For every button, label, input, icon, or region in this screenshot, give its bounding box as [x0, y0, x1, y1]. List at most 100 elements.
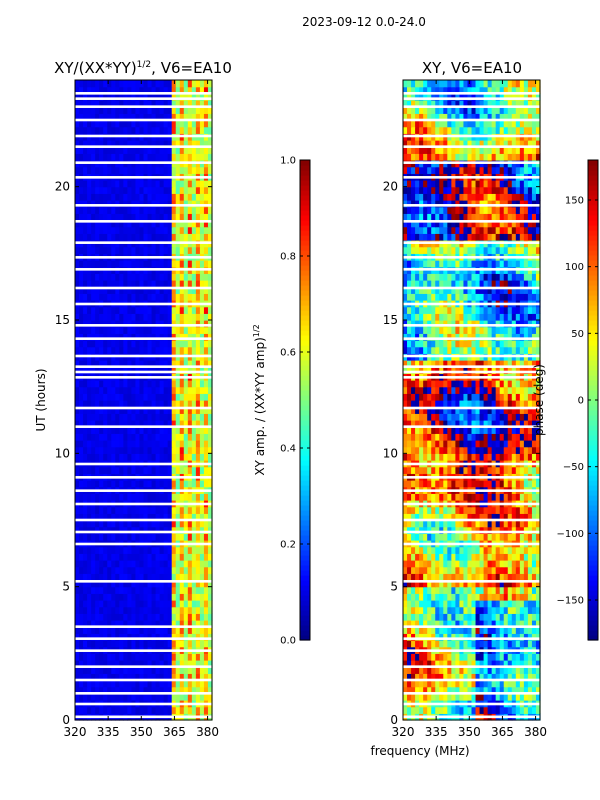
heatmap-cell — [87, 666, 92, 674]
flagged-gap — [75, 176, 212, 179]
heatmap-cell — [175, 233, 181, 241]
heatmap-cell — [123, 506, 128, 514]
heatmap-cell — [103, 566, 108, 574]
heatmap-cell — [135, 220, 141, 228]
heatmap-cell — [175, 573, 181, 581]
heatmap-cell — [195, 140, 201, 148]
heatmap-cell — [99, 426, 104, 434]
heatmap-cell — [195, 153, 201, 161]
heatmap-cell — [499, 520, 505, 528]
heatmap-cell — [507, 640, 513, 648]
heatmap-cell — [139, 706, 145, 714]
heatmap-cell — [415, 426, 420, 434]
heatmap-cell — [415, 600, 420, 608]
heatmap-cell — [179, 106, 185, 114]
heatmap-cell — [167, 326, 173, 334]
heatmap-cell — [207, 366, 213, 374]
heatmap-cell — [183, 413, 189, 421]
heatmap-cell — [467, 453, 473, 461]
heatmap-cell — [143, 626, 149, 634]
heatmap-cell — [107, 360, 112, 368]
heatmap-cell — [167, 673, 173, 681]
heatmap-cell — [167, 600, 173, 608]
heatmap-cell — [143, 666, 149, 674]
heatmap-cell — [159, 693, 165, 701]
heatmap-cell — [479, 600, 485, 608]
heatmap-cell — [183, 346, 189, 354]
heatmap-cell — [171, 93, 177, 101]
heatmap-cell — [79, 493, 84, 501]
heatmap-cell — [127, 526, 133, 534]
heatmap-cell — [131, 453, 137, 461]
heatmap-cell — [207, 693, 213, 701]
heatmap-cell — [163, 286, 169, 294]
heatmap-cell — [195, 193, 201, 201]
heatmap-cell — [147, 466, 153, 474]
heatmap-cell — [459, 426, 465, 434]
heatmap-cell — [83, 546, 88, 554]
heatmap-cell — [111, 600, 116, 608]
heatmap-cell — [87, 466, 92, 474]
heatmap-cell — [171, 546, 177, 554]
heatmap-cell — [163, 80, 169, 88]
heatmap-cell — [183, 660, 189, 668]
heatmap-cell — [459, 506, 465, 514]
colorbar-segment — [300, 560, 310, 566]
heatmap-cell — [131, 260, 137, 268]
heatmap-cell — [127, 120, 133, 128]
heatmap-cell — [151, 93, 157, 101]
heatmap-cell — [103, 706, 108, 714]
heatmap-cell — [183, 386, 189, 394]
heatmap-cell — [427, 673, 432, 681]
colorbar-segment — [300, 205, 310, 211]
heatmap-cell — [135, 293, 141, 301]
heatmap-cell — [79, 80, 84, 88]
heatmap-cell — [127, 126, 133, 134]
heatmap-cell — [431, 426, 436, 434]
flagged-gap — [75, 692, 212, 695]
colorbar-segment — [300, 195, 310, 201]
heatmap-cell — [483, 606, 489, 614]
heatmap-cell — [447, 606, 452, 614]
heatmap-cell — [511, 606, 517, 614]
heatmap-cell — [423, 706, 428, 714]
heatmap-cell — [175, 326, 181, 334]
heatmap-cell — [471, 653, 477, 661]
heatmap-cell — [207, 546, 213, 554]
heatmap-cell — [99, 93, 104, 101]
heatmap-cell — [467, 593, 473, 601]
heatmap-cell — [83, 313, 88, 321]
heatmap-cell — [107, 526, 112, 534]
heatmap-cell — [515, 593, 521, 601]
heatmap-cell — [111, 380, 116, 388]
colorbar-segment — [300, 285, 310, 291]
flagged-gap — [75, 354, 212, 358]
heatmap-cell — [195, 426, 201, 434]
heatmap-cell — [127, 566, 133, 574]
heatmap-cell — [119, 126, 124, 134]
heatmap-cell — [107, 566, 112, 574]
heatmap-cell — [167, 233, 173, 241]
heatmap-cell — [483, 633, 489, 641]
heatmap-cell — [131, 520, 137, 528]
colorbar-segment — [300, 500, 310, 506]
heatmap-cell — [155, 106, 161, 114]
heatmap-cell — [471, 600, 477, 608]
heatmap-cell — [83, 186, 88, 194]
heatmap-cell — [111, 106, 116, 114]
heatmap-cell — [103, 233, 108, 241]
heatmap-cell — [167, 520, 173, 528]
heatmap-cell — [151, 433, 157, 441]
heatmap-cell — [159, 120, 165, 128]
heatmap-cell — [111, 113, 116, 121]
heatmap-cell — [79, 560, 84, 568]
heatmap-cell — [75, 206, 80, 214]
heatmap-cell — [427, 660, 432, 668]
heatmap-cell — [123, 660, 128, 668]
heatmap-cell — [499, 466, 505, 474]
heatmap-cell — [95, 593, 100, 601]
heatmap-cell — [75, 680, 80, 688]
heatmap-cell — [83, 233, 88, 241]
heatmap-cell — [199, 706, 205, 714]
heatmap-cell — [83, 600, 88, 608]
